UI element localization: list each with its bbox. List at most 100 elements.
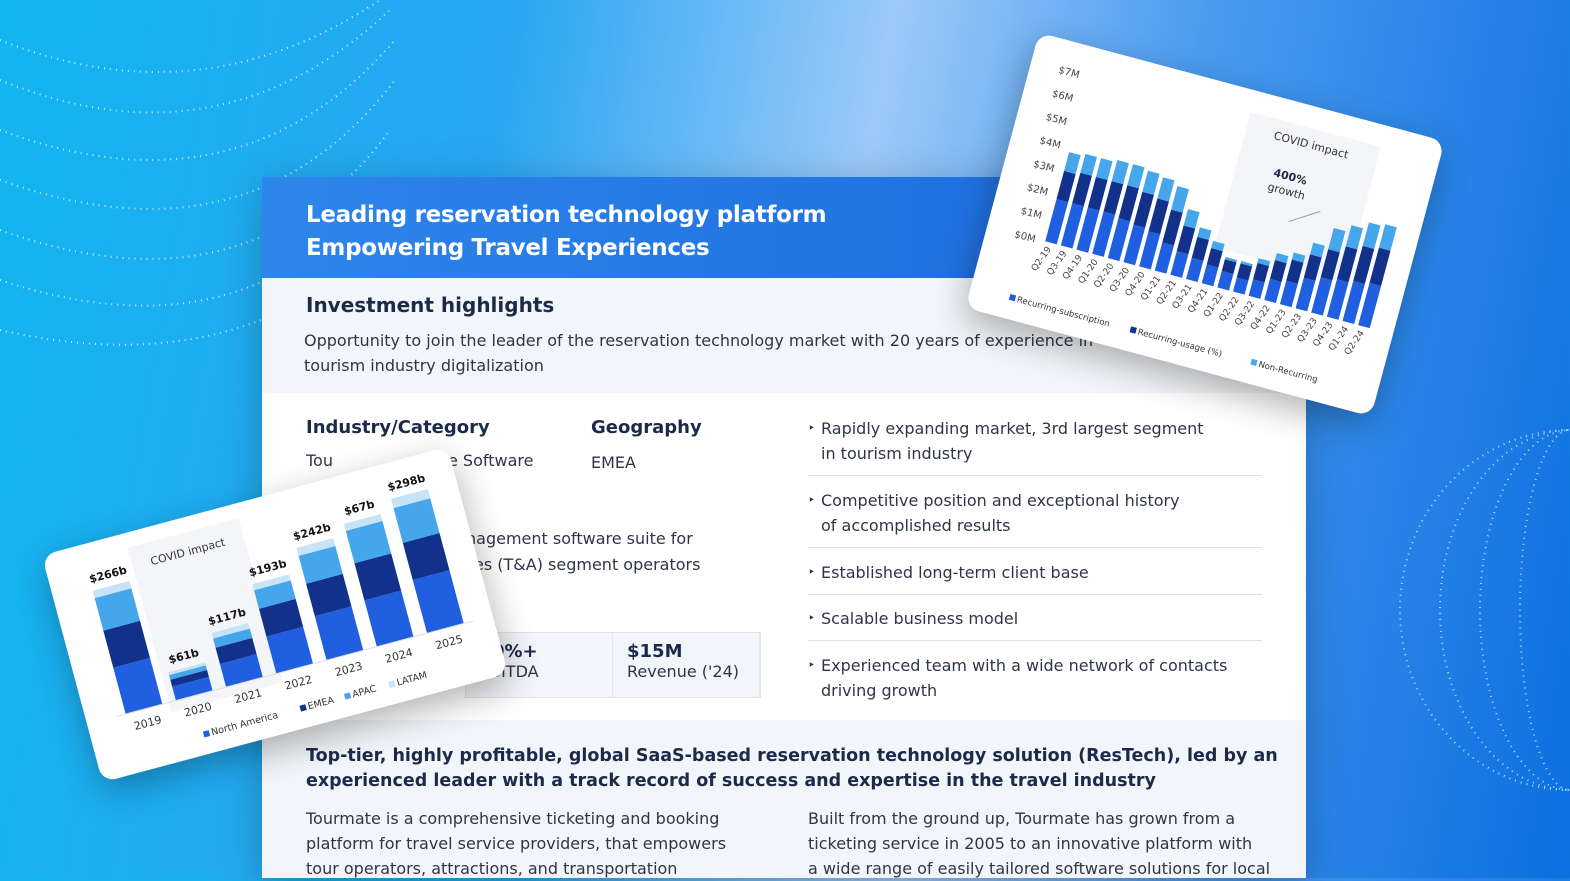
bar-segment [1080,153,1097,176]
x-tick-label: 2019 [133,713,163,733]
growth-arrow-icon [1288,210,1321,223]
bar-segment [1211,240,1225,252]
bar-segment [1257,258,1271,266]
bar-segment [219,654,263,688]
bar-segment [252,574,291,591]
bar-segment [1148,198,1169,235]
investment-document: Leading reservation technology platform E… [262,177,1306,878]
document-header: Leading reservation technology platform E… [262,177,1022,278]
bar-segment [215,637,257,664]
bar-segment [1217,270,1234,291]
bar-segment [1087,176,1108,211]
legend-swatch [343,692,352,700]
bullet-item: Experienced team with a wide network of … [808,653,1262,708]
industry-value-left: Tou [306,451,333,470]
bar-segment [213,628,253,648]
data-label: $242b [292,521,333,544]
bar-segment [1236,263,1253,281]
bar-segment [1186,257,1204,283]
bar-segment [172,676,213,701]
bar-segment [1197,227,1212,240]
bar-segment [1060,203,1084,249]
bar-segment [1295,277,1316,312]
bar-segment [1076,207,1100,253]
bar-segment [1240,261,1253,267]
quarterly-revenue-chart-card: $0M $1M $2M $3M $4M $5M $6M $7M Q2-19 Q3-19 Q4-19 Q… [965,32,1445,417]
header-title-line1: Leading reservation technology platform [306,202,827,228]
bar-segment [354,553,402,601]
bar-segment [1157,177,1175,202]
y-tick-label: $4M [1038,135,1061,151]
bar-segment [393,498,440,543]
bar-segment [1248,279,1265,299]
bar-segment [266,626,314,674]
data-label: $193b [247,557,288,580]
bar-segment [402,533,450,580]
bar-segment [1378,224,1397,251]
bar-segment [113,657,163,715]
bar-segment [1064,152,1081,174]
bar-segment [306,573,352,617]
data-label: $266b [88,563,129,586]
bar-segment [94,588,141,631]
y-tick-label: $1M [1019,206,1042,222]
bar-segment [1201,264,1219,287]
bar-segment [1224,256,1238,263]
highlights-title: Investment highlights [306,293,555,317]
bar-segment [1103,181,1124,215]
bar-segment [296,538,336,556]
description-line1: nagement software suite for [466,529,693,548]
bar-segment [1353,245,1375,285]
bar-segment [1362,222,1381,249]
bar-segment [1107,218,1131,262]
x-tick-label: 2022 [283,673,313,693]
y-tick-label: $6M [1051,88,1074,104]
bar-segment [1092,211,1116,257]
bar-segment [1336,246,1358,283]
bar-segment [92,580,132,599]
bar-segment [1320,249,1340,281]
bar-segment [1311,277,1333,316]
legend-label: APAC [351,683,378,700]
bar-segment [1072,172,1092,207]
bar-segment [345,521,392,564]
bar-segment [1123,224,1146,266]
x-tick-label: 2023 [333,659,363,679]
y-tick-label: $0M [1013,229,1036,245]
bar-segment [1369,247,1391,286]
y-tick-label: $7M [1057,65,1080,81]
bar-segment [1133,191,1154,228]
bar-segment [1264,278,1282,304]
y-tick-label: $3M [1032,159,1055,175]
bar-segment [314,606,364,661]
bullet-item: Scalable business model [808,606,1262,641]
highlights-text-2: tourism industry digitalization [304,356,544,375]
x-tick-label: 2024 [384,646,414,666]
legend-label: EMEA [307,695,336,713]
bar-segment [1191,236,1209,261]
bar-segment [1291,252,1306,263]
bar-segment [1206,247,1223,268]
bar-segment [103,620,150,668]
bar-segment [1111,159,1129,185]
x-axis [115,620,474,718]
summary-title: Top-tier, highly profitable, global SaaS… [306,746,1278,791]
geography-value: EMEA [591,453,636,472]
y-tick-label: $2M [1026,182,1049,198]
legend-label: North America [210,710,279,738]
bar-segment [168,662,206,676]
bullet-item: Competitive position and exceptional his… [808,488,1262,548]
bar-segment [1162,209,1183,246]
bar-segment [169,665,208,680]
quarterly-revenue-chart: $0M$1M$2M$3M$4M$5M$6M$7MQ2-19Q3-19Q4-19Q… [1008,65,1397,385]
industry-value-right: e Software [448,451,534,470]
bar-segment [1139,231,1161,270]
bar-segment [391,488,431,509]
x-tick-label: 2025 [434,632,464,652]
bar-segment [1176,225,1196,255]
bullet-item: Rapidly expanding market, 3rd largest se… [808,416,1262,476]
dotted-sphere-decoration [1399,429,1570,791]
data-label: $67b [343,498,376,519]
legend-label: Recurring-subscription [1016,295,1111,329]
summary-left-text: Tourmate is a comprehensive ticketing an… [306,809,727,878]
